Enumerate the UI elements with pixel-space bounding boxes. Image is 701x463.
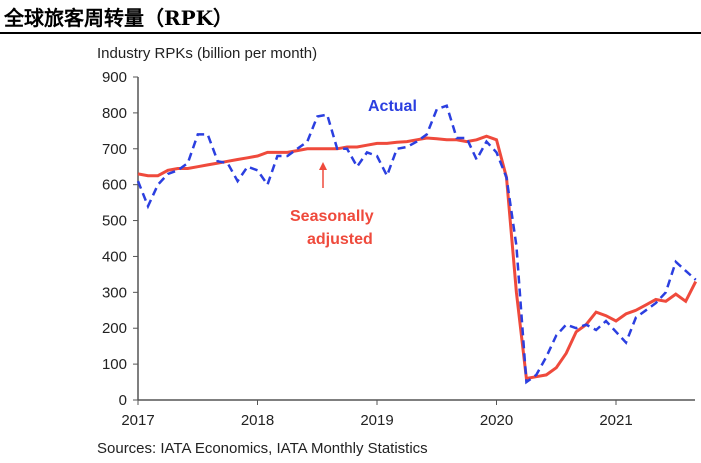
annotation-actual: Actual: [368, 98, 417, 115]
y-tick-label: 400: [102, 248, 127, 265]
y-tick-label: 300: [102, 284, 127, 301]
x-tick-label: 2017: [121, 412, 154, 429]
x-tick-label: 2018: [241, 412, 274, 429]
y-tick-label: 800: [102, 105, 127, 122]
y-tick-label: 700: [102, 141, 127, 158]
x-tick-label: 2020: [480, 412, 513, 429]
chart-source: Sources: IATA Economics, IATA Monthly St…: [97, 440, 428, 457]
y-tick-label: 100: [102, 356, 127, 373]
y-tick-label: 600: [102, 177, 127, 194]
y-tick-label: 0: [119, 392, 127, 409]
y-tick-label: 900: [102, 69, 127, 86]
series-actual: [136, 104, 697, 385]
annotation-seasonally: Seasonally: [290, 208, 374, 225]
x-tick-label: 2019: [360, 412, 393, 429]
page-title: 全球旅客周转量（RPK）: [4, 6, 234, 30]
y-tick-label: 500: [102, 213, 127, 230]
y-tick-label: 200: [102, 320, 127, 337]
x-tick-label: 2021: [599, 412, 632, 429]
series-seasonally-adjusted: [137, 134, 698, 381]
y-axis-label: Industry RPKs (billion per month): [97, 45, 317, 62]
arrow-head-icon: [319, 162, 327, 170]
annotation-adjusted: adjusted: [307, 231, 373, 248]
title-divider: [0, 32, 701, 34]
